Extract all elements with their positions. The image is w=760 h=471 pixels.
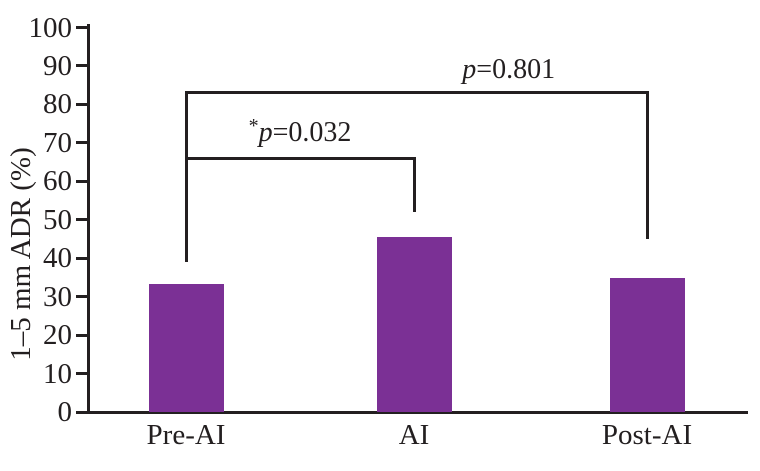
significance-label: p=0.801 (462, 53, 556, 85)
x-category-label: Post-AI (601, 419, 693, 451)
y-tick-label: 70 (43, 126, 72, 159)
y-tick-mark (76, 372, 88, 376)
y-tick-mark (76, 410, 88, 414)
y-tick-label: 40 (43, 242, 72, 275)
y-tick-mark (76, 256, 88, 260)
y-tick-label: 100 (28, 11, 73, 44)
p-value-text: =0.801 (476, 53, 556, 85)
bracket-vertical (645, 91, 649, 239)
y-tick-mark (76, 295, 88, 299)
y-tick-label: 60 (43, 165, 72, 198)
y-tick-mark (76, 26, 88, 29)
x-category-label: Pre-AI (146, 419, 226, 451)
y-tick-label: 0 (57, 396, 73, 428)
bracket-vertical (184, 91, 188, 263)
y-tick-mark (76, 64, 88, 68)
y-tick-mark (76, 333, 88, 337)
y-tick-label: 30 (43, 280, 72, 313)
significance-star: * (248, 115, 259, 138)
bracket-horizontal (184, 156, 416, 160)
bar-ai (376, 237, 452, 412)
significance-label: *p=0.032 (248, 115, 352, 150)
y-tick-label: 20 (43, 319, 72, 352)
bar-post-ai (609, 277, 685, 412)
x-category-label: AI (398, 419, 430, 451)
y-tick-mark (76, 218, 88, 222)
p-symbol: p (462, 53, 477, 85)
y-tick-mark (76, 141, 88, 145)
bracket-horizontal (184, 91, 649, 95)
y-tick-label: 90 (43, 49, 72, 82)
y-tick-mark (76, 102, 88, 106)
y-tick-label: 80 (43, 88, 72, 121)
y-tick-label: 50 (43, 203, 72, 236)
p-value-text: =0.032 (272, 117, 352, 149)
bracket-vertical (412, 156, 416, 213)
y-tick-mark (76, 179, 88, 183)
x-axis-line (76, 410, 748, 414)
y-tick-label: 10 (43, 357, 72, 390)
y-axis-line (86, 24, 90, 413)
p-symbol: p (258, 117, 273, 149)
bar-pre-ai (148, 283, 224, 412)
